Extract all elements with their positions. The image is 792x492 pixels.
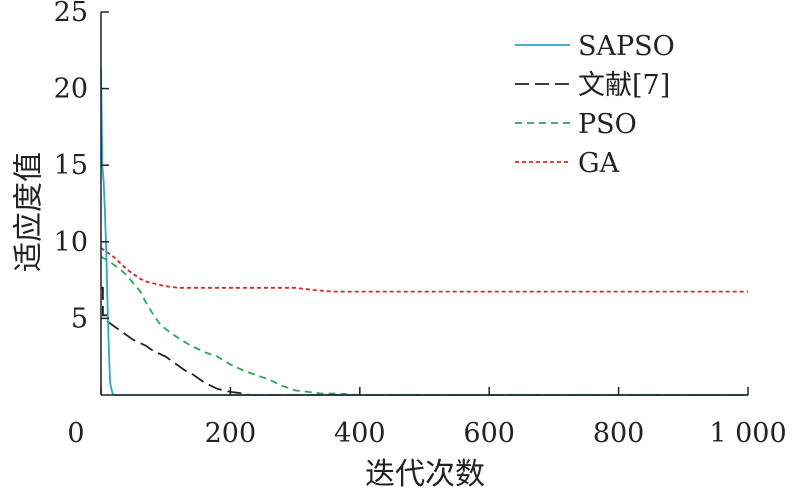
y-tick-label: 15 [54,150,88,181]
y-tick-label: 5 [71,303,88,334]
series-line [101,286,748,396]
tick-layer: 0 200 400 600 800 1 000 5 10 15 20 25 [54,0,787,449]
series-line [100,247,748,293]
series-line [100,256,748,396]
x-tick-label: 800 [593,418,645,449]
y-tick-label: 20 [54,74,88,105]
series-line [100,67,748,396]
y-tick-label: 10 [54,227,88,258]
legend-label: SAPSO [578,31,675,62]
x-axis-title: 迭代次数 [365,457,485,492]
y-axis-title: 适应度值 [12,152,47,272]
x-tick-label: 1 000 [709,418,786,449]
legend-label: 文献[7] [578,70,670,101]
legend-label: GA [578,148,620,179]
x-tick-label: 400 [334,418,386,449]
x-tick-label: 0 [67,418,84,449]
y-tick-label: 25 [54,0,88,28]
x-tick-label: 600 [463,418,515,449]
x-tick-label: 200 [205,418,257,449]
plot-area: 0 200 400 600 800 1 000 5 10 15 20 25 [54,0,787,449]
legend-label: PSO [578,109,637,140]
legend: SAPSO 文献[7] PSO GA [515,31,675,179]
series-layer [100,67,748,396]
